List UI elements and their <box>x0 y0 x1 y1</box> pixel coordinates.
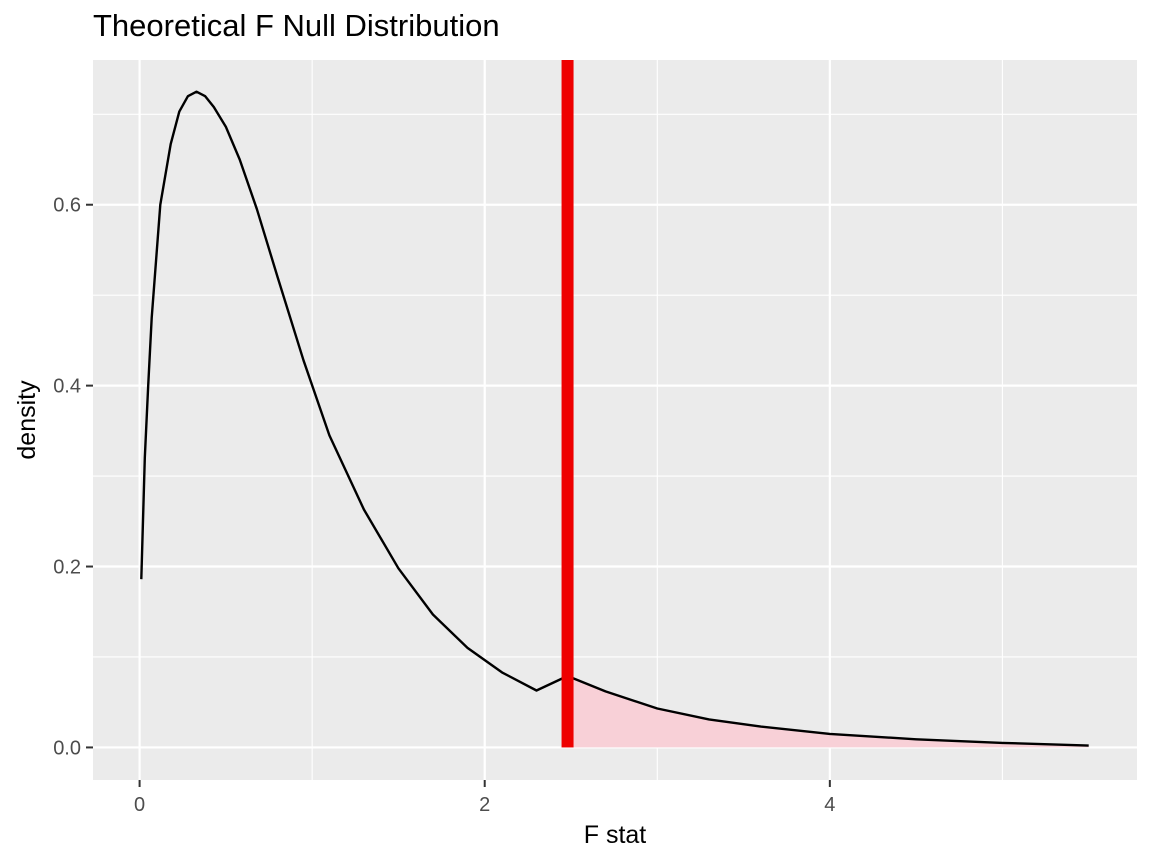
observed-f-stat-line <box>561 60 574 748</box>
plot-panel <box>93 60 1137 780</box>
x-axis-ticks: 0 2 4 <box>134 780 835 816</box>
chart-title: Theoretical F Null Distribution <box>93 8 500 43</box>
major-gridlines <box>93 60 1137 780</box>
y-tick-label: 0.2 <box>53 557 81 579</box>
y-tick-label: 0.0 <box>53 737 81 759</box>
y-axis-title: density <box>13 380 41 460</box>
x-tick-label: 0 <box>134 794 145 816</box>
y-tick-label: 0.4 <box>53 376 81 398</box>
y-tick-label: 0.6 <box>53 195 81 217</box>
x-tick-label: 2 <box>479 794 490 816</box>
density-curve <box>140 90 1089 747</box>
rejection-region-shading <box>567 676 1089 748</box>
minor-gridlines <box>93 60 1137 780</box>
x-axis-title: F stat <box>584 821 647 849</box>
y-axis-ticks: 0.0 0.2 0.4 0.6 <box>53 195 93 759</box>
x-tick-label: 4 <box>824 794 835 816</box>
